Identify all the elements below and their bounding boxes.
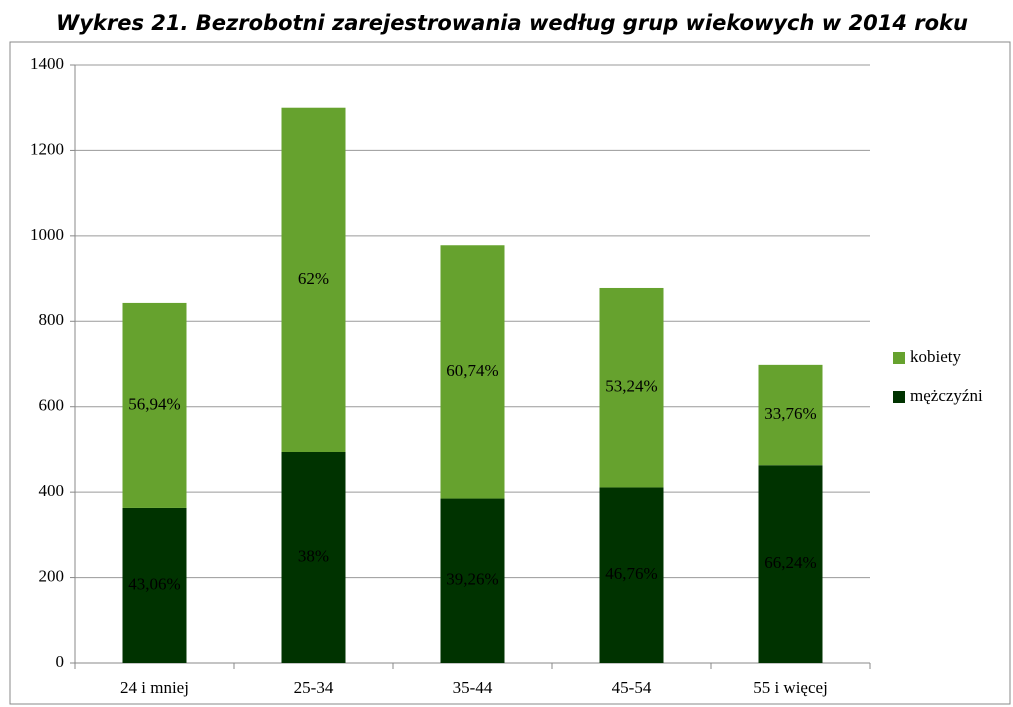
y-tick-label: 400 xyxy=(39,481,65,500)
bar-segment xyxy=(122,507,187,663)
bar-segment xyxy=(758,364,823,466)
y-tick-label: 0 xyxy=(56,652,65,671)
data-label: 46,76% xyxy=(605,564,657,583)
data-label: 62% xyxy=(298,269,329,288)
data-label: 33,76% xyxy=(764,404,816,423)
bar-segment xyxy=(281,107,346,452)
chart-title: Wykres 21. Bezrobotni zarejestrowania we… xyxy=(56,11,968,35)
y-tick-label: 600 xyxy=(39,396,65,415)
data-label: 43,06% xyxy=(128,574,180,593)
x-tick-label: 25-34 xyxy=(294,678,334,697)
legend-swatch xyxy=(893,352,905,364)
data-label: 53,24% xyxy=(605,377,657,396)
data-label: 56,94% xyxy=(128,394,180,413)
data-label: 60,74% xyxy=(446,361,498,380)
x-tick-label: 45-54 xyxy=(612,678,652,697)
data-label: 39,26% xyxy=(446,570,498,589)
y-tick-label: 1400 xyxy=(30,54,64,73)
bar-segment xyxy=(440,498,505,663)
bar-segment xyxy=(599,487,664,663)
bar-segment xyxy=(599,287,664,488)
y-tick-label: 800 xyxy=(39,310,65,329)
legend-label: mężczyźni xyxy=(910,386,983,405)
x-tick-label: 55 i więcej xyxy=(753,678,828,697)
bar-segment xyxy=(281,451,346,663)
y-tick-label: 1200 xyxy=(30,139,64,158)
chart-frame xyxy=(9,41,1011,705)
data-label: 38% xyxy=(298,546,329,565)
bar-segment xyxy=(122,302,187,508)
legend-swatch xyxy=(893,391,905,403)
y-tick-label: 200 xyxy=(39,566,65,585)
x-tick-label: 35-44 xyxy=(453,678,493,697)
bar-segment xyxy=(758,465,823,663)
x-tick-label: 24 i mniej xyxy=(120,678,189,697)
y-tick-label: 1000 xyxy=(30,225,64,244)
data-label: 66,24% xyxy=(764,553,816,572)
legend-label: kobiety xyxy=(910,347,961,366)
bar-segment xyxy=(440,245,505,499)
